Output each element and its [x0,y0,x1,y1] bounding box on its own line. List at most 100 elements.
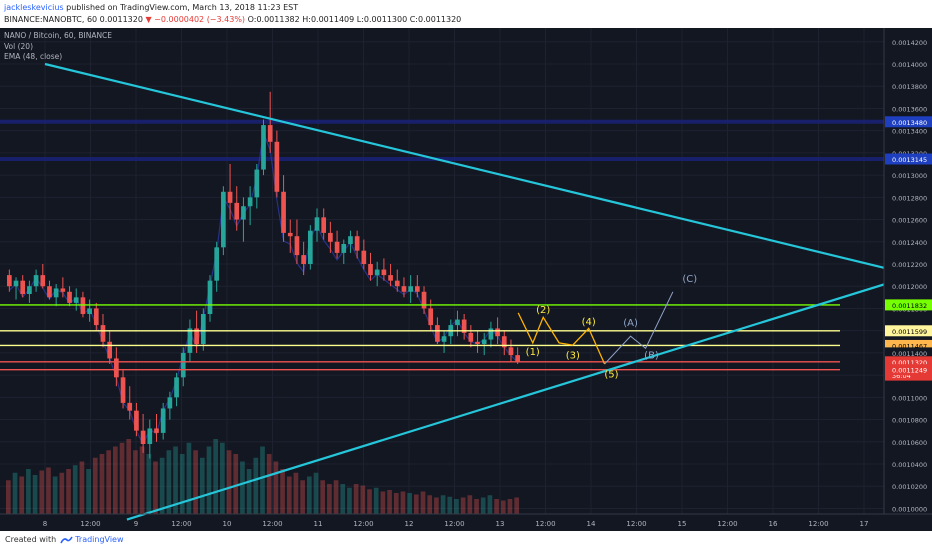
candle-body [274,141,280,192]
volume-bar [59,472,65,514]
price-chart[interactable]: (1) (2) (3) (4) (5) (A) (B) (C) 0.0014200 0.00140… [0,28,932,531]
time-tick-label: 17 [860,520,869,528]
chart-area[interactable]: (1) (2) (3) (4) (5) (A) (B) (C) 0.0014200 0.00140… [0,28,932,531]
volume-bar [420,491,426,514]
candle-body [100,325,106,342]
volume-bar [440,495,446,514]
volume-bar [460,497,466,514]
volume-bar [226,450,232,514]
candle-body [328,232,333,242]
volume-bar [19,476,25,514]
price-tick-label: 0.0012400 [892,239,927,247]
candle-body [147,428,153,444]
time-tick-label: 11 [314,520,323,528]
volume-bar [66,469,71,514]
symbol-line: BINANCE:NANOBTC, 60 0.0011320 ▼ −0.00004… [4,15,461,24]
volume-bar [72,465,78,514]
volume-bar [133,450,138,514]
candle-body [247,197,253,207]
time-tick-label: 12:00 [80,520,100,528]
volume-bar [434,497,439,514]
candle-body [187,328,193,353]
candle-body [207,280,213,314]
volume-bar [146,454,152,514]
author-link[interactable]: jackleskevicius [4,3,64,12]
candle-body [154,428,159,433]
price-tag-bg [885,347,932,359]
publish-info: published on TradingView.com, March 13, … [66,3,299,12]
volume-bar [113,446,118,514]
candle-body [461,319,467,333]
candle-body [294,236,300,256]
symbol-info: BINANCE:NANOBTC, 60 [4,15,98,24]
publish-header: jackleskevicius published on TradingView… [0,0,932,28]
price-tick-label: 0.0013400 [892,128,927,136]
elliott-wave-path [517,312,606,365]
volume-bar [286,476,292,514]
price-tag-label: 0.0011467 [892,342,927,350]
price-tick-label: 0.0013000 [892,172,927,180]
volume-bar [46,467,51,514]
legend-ema: EMA (48, close) [4,52,63,61]
price-tick-label: 0.0014200 [892,39,927,47]
ohlc-values: O:0.0011382 H:0.0011409 L:0.0011300 C:0.… [247,15,462,24]
volume-bar [320,480,326,514]
price-tag-bg [885,364,932,376]
volume-bar [139,446,145,514]
volume-bar [447,496,453,514]
candle-body [67,291,72,303]
candle-body [287,232,293,237]
volume-bar [233,454,239,514]
volume-bar [360,485,366,514]
volume-bar [367,489,372,514]
time-tick-label: 12:00 [535,520,555,528]
price-tag-bg [885,153,932,165]
volume-bar [79,461,85,514]
time-tick-label: 12:00 [171,520,191,528]
created-label: Created with [5,535,57,544]
price-tag-label: 0.0013480 [892,119,927,127]
price-tick-label: 0.0012000 [892,283,927,291]
candle-body [227,191,233,203]
price-tick-label: 0.0010600 [892,439,927,447]
volume-bar [500,500,506,514]
price-tag-bg [885,299,932,311]
volume-bar [126,439,132,514]
candle-body [481,339,487,344]
tradingview-link[interactable]: TradingView [75,535,124,544]
volume-bar [293,472,299,514]
volume-bar [393,493,399,514]
candle-body [414,286,420,292]
candle-body [20,280,26,294]
volume-bar [327,484,332,514]
candle-body [361,250,367,264]
time-tick-label: 12:00 [262,520,282,528]
candle-body [368,264,373,276]
time-tick-label: 8 [43,520,47,528]
candle-body [114,358,119,378]
candle-body [167,397,173,409]
volume-bar [173,446,178,514]
candle-body [435,325,440,342]
candle-body [515,355,520,362]
candle-body [180,352,186,378]
candle-body [174,377,179,398]
candle-body [475,341,480,344]
price-tag-label: 0.0011599 [892,328,927,336]
last-price: 0.0011320 [99,15,143,24]
candle-body [334,241,340,253]
candle-body [281,191,286,233]
candle-body [73,297,79,303]
candle-body [314,217,320,231]
candle-body [455,319,460,326]
time-tick-label: 12:00 [717,520,737,528]
candle-body [508,347,514,356]
volume-bar [206,446,212,514]
legend-pair: NANO / Bitcoin, 60, BINANCE [4,31,113,40]
volume-bar [12,472,18,514]
volume-bar [199,457,205,514]
candle-body [33,275,39,287]
candle-body [441,336,447,342]
volume-bar [373,487,379,514]
time-tick-label: 13 [496,520,505,528]
